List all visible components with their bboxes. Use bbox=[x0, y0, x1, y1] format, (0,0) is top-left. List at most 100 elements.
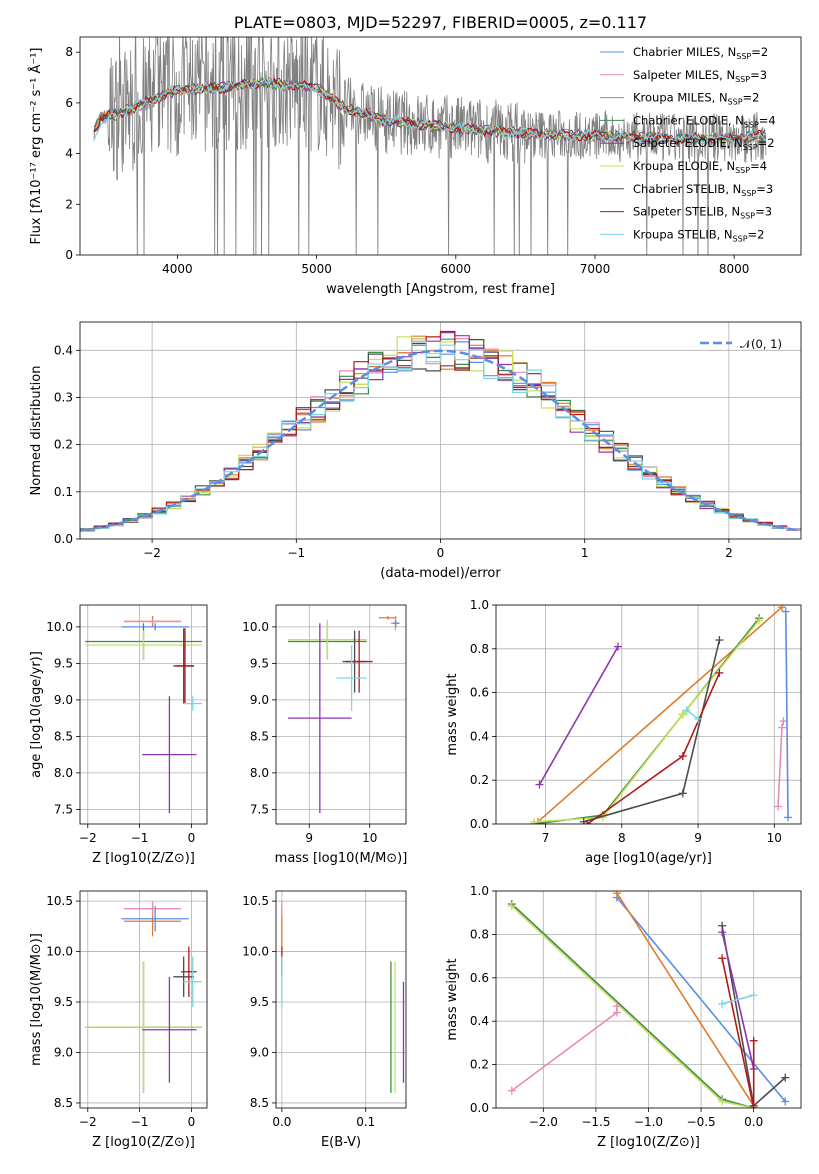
y-tick-label: 0.2 bbox=[54, 438, 73, 452]
x-tick-label: −2 bbox=[143, 546, 161, 560]
y-tick-label: 9.0 bbox=[54, 693, 73, 707]
x-axis-label: age [log10(age/yr)] bbox=[585, 851, 712, 866]
y-tick-label: 0.0 bbox=[470, 817, 489, 831]
y-tick-label: 10.0 bbox=[242, 945, 269, 959]
y-tick-label: 0.2 bbox=[470, 1058, 489, 1072]
y-tick-label: 0.4 bbox=[470, 729, 489, 743]
y-tick-label: 8.5 bbox=[250, 1096, 269, 1110]
x-tick-label: −1 bbox=[131, 1115, 149, 1129]
x-tick-label: −2 bbox=[79, 831, 97, 845]
legend-subscript: SSP bbox=[728, 98, 743, 107]
y-tick-label: 10.5 bbox=[46, 894, 73, 908]
y-tick-label: 10.0 bbox=[46, 945, 73, 959]
x-tick-label: 0.1 bbox=[356, 1115, 375, 1129]
x-tick-label: 0 bbox=[437, 546, 445, 560]
plot-area bbox=[93, 37, 767, 255]
y-tick-label: 9.0 bbox=[250, 693, 269, 707]
x-tick-label: 4000 bbox=[162, 262, 193, 276]
x-tick-label: 0 bbox=[188, 1115, 196, 1129]
normal-curve bbox=[80, 349, 801, 532]
y-axis-label: mass [log10(M/M⊙)] bbox=[29, 933, 44, 1066]
y-tick-label: 10.0 bbox=[46, 620, 73, 634]
residual-histogram-step bbox=[80, 339, 801, 530]
mass-weight-line bbox=[721, 958, 755, 1108]
legend-subscript: SSP bbox=[736, 52, 751, 61]
legend-value: =3 bbox=[750, 68, 767, 82]
axes-frame bbox=[79, 890, 208, 1109]
x-axis-label: (data-model)/error bbox=[380, 566, 501, 581]
x-tick-label: 6000 bbox=[441, 262, 472, 276]
mass-weight-line bbox=[537, 606, 783, 823]
y-tick-label: 0.4 bbox=[470, 1014, 489, 1028]
x-tick-label: 0 bbox=[188, 831, 196, 845]
legend-subscript: SSP bbox=[741, 189, 756, 198]
mass-weight-line bbox=[785, 611, 789, 818]
x-tick-label: −1.5 bbox=[581, 1115, 610, 1129]
mass-weight-line bbox=[616, 892, 755, 1107]
plot-area bbox=[80, 891, 207, 1108]
legend-value: =2 bbox=[751, 45, 768, 59]
x-tick-label: 9 bbox=[305, 831, 313, 845]
y-tick-label: 10.5 bbox=[242, 894, 269, 908]
legend-label: Kroupa STELIB, NSSP=2 bbox=[633, 227, 764, 243]
x-tick-label: 0.0 bbox=[744, 1115, 763, 1129]
y-tick-label: 0.4 bbox=[54, 343, 73, 357]
plot-area bbox=[80, 605, 207, 824]
x-tick-label: 7 bbox=[542, 831, 550, 845]
mass-weight-line bbox=[721, 932, 755, 1070]
age-vs-metallicity-panel: −2 −1 0 7.5 8.0 8.5 9.0 9.5 10.0 Z [log10(Z/Z⊙)] a… bbox=[29, 604, 208, 866]
y-tick-label: 9.5 bbox=[250, 656, 269, 670]
y-tick-label: 9.0 bbox=[250, 1045, 269, 1059]
plot-area bbox=[276, 605, 406, 824]
legend-label: Kroupa MILES, NSSP=2 bbox=[633, 91, 759, 107]
residual-histogram-panel: −2 −1 0 1 2 0.0 0.1 0.2 0.3 0.4 (data-model)/error… bbox=[29, 321, 802, 581]
legend-label: Chabrier STELIB, NSSP=3 bbox=[633, 182, 773, 198]
legend-value: =2 bbox=[748, 227, 765, 241]
x-tick-label: 8000 bbox=[719, 262, 750, 276]
y-tick-label: 0.8 bbox=[470, 642, 489, 656]
legend-label: Chabrier ELODIE, NSSP=4 bbox=[633, 113, 776, 129]
y-tick-label: 6 bbox=[65, 96, 73, 110]
y-tick-label: 8 bbox=[65, 45, 73, 59]
legend-value: =2 bbox=[743, 91, 760, 105]
y-axis-label: Normed distribution bbox=[29, 366, 44, 496]
y-axis-label: Flux [fλ10⁻¹⁷ erg cm⁻² s⁻¹ Å⁻¹] bbox=[28, 48, 44, 245]
x-axis-label: Z [log10(Z/Z⊙)] bbox=[92, 851, 195, 866]
y-tick-label: 10.0 bbox=[242, 620, 269, 634]
observed-spectrum bbox=[93, 37, 767, 255]
legend-subscript: SSP bbox=[735, 75, 750, 84]
legend-subscript: SSP bbox=[733, 234, 748, 243]
axes-frame bbox=[275, 604, 407, 825]
x-tick-label: 0.0 bbox=[272, 1115, 291, 1129]
age-vs-mass-panel: 9 10 7.5 8.0 8.5 9.0 9.5 10.0 mass [log10(M/M⊙)] bbox=[242, 604, 407, 866]
y-tick-label: 0.0 bbox=[54, 532, 73, 546]
mass-weight-line bbox=[616, 896, 786, 1103]
y-tick-label: 8.0 bbox=[250, 766, 269, 780]
y-tick-label: 8.5 bbox=[54, 729, 73, 743]
x-tick-label: −1 bbox=[287, 546, 305, 560]
x-tick-label: −2.0 bbox=[529, 1115, 558, 1129]
axes-frame bbox=[79, 36, 802, 256]
x-axis-label: Z [log10(Z/Z⊙)] bbox=[597, 1135, 700, 1150]
plot-area bbox=[496, 891, 801, 1108]
mass-weight-line bbox=[777, 720, 785, 807]
mass-weight-line bbox=[538, 646, 619, 785]
legend-subscript: SSP bbox=[744, 120, 759, 129]
residual-histogram-step bbox=[80, 340, 801, 531]
y-axis-label: age [log10(age/yr)] bbox=[29, 651, 44, 778]
x-tick-label: −0.5 bbox=[687, 1115, 716, 1129]
x-tick-label: −1.0 bbox=[634, 1115, 663, 1129]
y-tick-label: 7.5 bbox=[250, 802, 269, 816]
mass-vs-extinction-panel: 0.0 0.1 8.5 9.0 9.5 10.0 10.5 E(B-V) bbox=[242, 890, 407, 1150]
y-axis-label: mass weight bbox=[445, 673, 460, 755]
legend-value: =4 bbox=[759, 113, 776, 127]
y-tick-label: 0 bbox=[65, 248, 73, 262]
model-spectrum-line bbox=[93, 77, 766, 145]
chart-title: PLATE=0803, MJD=52297, FIBERID=0005, z=0… bbox=[234, 13, 647, 32]
legend-label: Chabrier MILES, NSSP=2 bbox=[633, 45, 768, 61]
y-tick-label: 0.1 bbox=[54, 485, 73, 499]
mass-weight-vs-metallicity-panel: −2.0 −1.5 −1.0 −0.5 0.0 0.0 0.2 0.4 0.6 0.8 1.0 Z [… bbox=[445, 884, 802, 1150]
y-tick-label: 8.0 bbox=[54, 766, 73, 780]
x-axis-label: Z [log10(Z/Z⊙)] bbox=[92, 1135, 195, 1150]
